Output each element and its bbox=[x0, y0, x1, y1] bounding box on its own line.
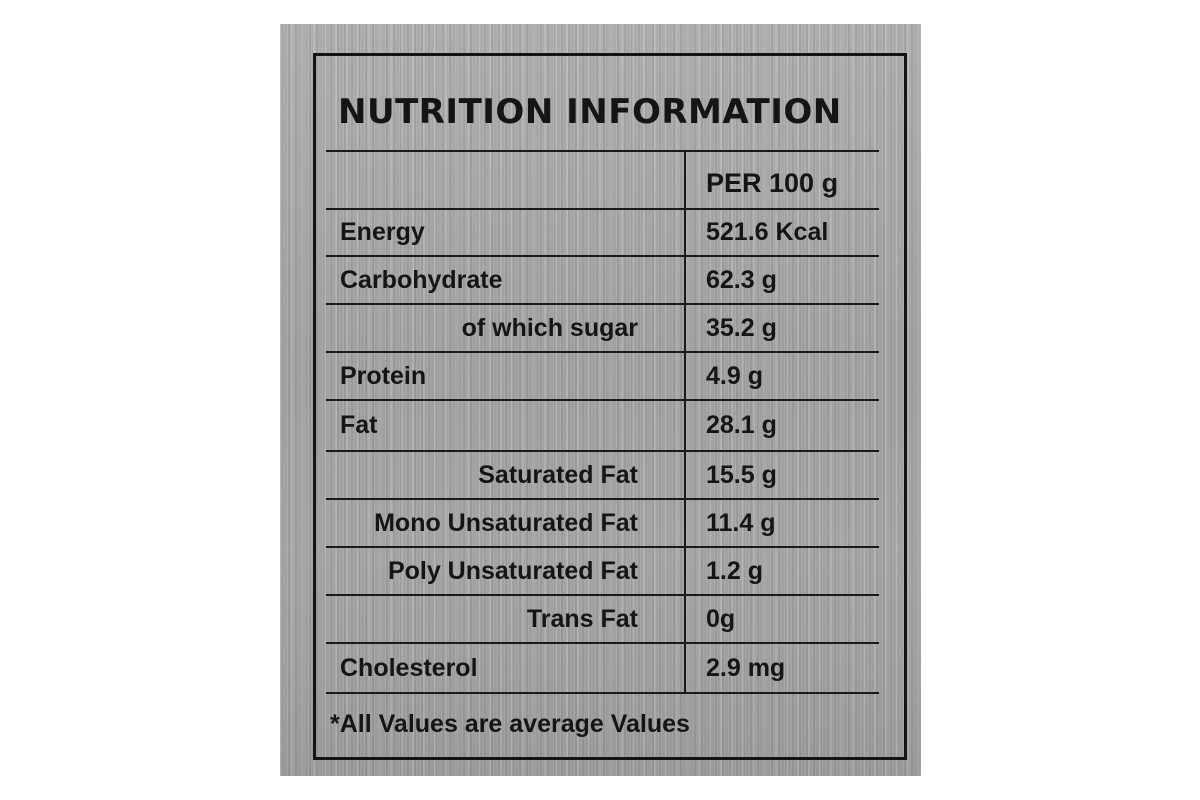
nutrient-value: 2.9 mg bbox=[706, 653, 786, 682]
nutrient-value: 0g bbox=[706, 604, 736, 633]
nutrition-table: PER 100 g Energy 521.6 Kcal Carbohydrate… bbox=[326, 150, 879, 694]
nutrient-value: 521.6 Kcal bbox=[706, 218, 829, 246]
nutrient-name: Protein bbox=[340, 361, 427, 390]
nutrient-name: Mono Unsaturated Fat bbox=[374, 508, 638, 537]
table-row: Protein 4.9 g bbox=[326, 353, 879, 401]
table-row: Cholesterol 2.9 mg bbox=[326, 644, 879, 692]
nutrient-name: Saturated Fat bbox=[478, 460, 638, 489]
per-100g-header: PER 100 g bbox=[706, 168, 839, 198]
table-row: Fat 28.1 g bbox=[326, 401, 879, 452]
nutrient-value: 1.2 g bbox=[706, 556, 763, 585]
nutrient-value: 15.5 g bbox=[706, 460, 777, 489]
table-row: Carbohydrate 62.3 g bbox=[326, 257, 879, 305]
nutrient-name: of which sugar bbox=[461, 313, 638, 342]
table-row: Poly Unsaturated Fat 1.2 g bbox=[326, 548, 879, 596]
nutrient-name: Trans Fat bbox=[526, 604, 638, 633]
table-row: Energy 521.6 Kcal bbox=[326, 210, 879, 257]
nutrient-name: Energy bbox=[340, 218, 425, 246]
nutrient-value: 11.4 g bbox=[706, 508, 776, 537]
table-header-row: PER 100 g bbox=[326, 152, 879, 210]
table-row: of which sugar 35.2 g bbox=[326, 305, 879, 353]
nutrient-value: 62.3 g bbox=[706, 265, 777, 294]
nutrient-name: Poly Unsaturated Fat bbox=[387, 556, 638, 585]
table-row: Mono Unsaturated Fat 11.4 g bbox=[326, 500, 879, 548]
nutrient-name: Fat bbox=[340, 411, 378, 439]
table-row: Saturated Fat 15.5 g bbox=[326, 452, 879, 500]
nutrient-value: 4.9 g bbox=[706, 361, 763, 390]
label-title: NUTRITION INFORMATION bbox=[338, 92, 842, 132]
nutrient-value: 35.2 g bbox=[706, 313, 777, 342]
nutrient-value: 28.1 g bbox=[706, 411, 777, 439]
average-values-footnote: *All Values are average Values bbox=[330, 710, 690, 738]
label-border-frame bbox=[313, 53, 907, 760]
nutrient-name: Cholesterol bbox=[340, 653, 478, 682]
nutrient-name: Carbohydrate bbox=[340, 265, 503, 294]
table-row: Trans Fat 0g bbox=[326, 596, 879, 644]
column-divider bbox=[684, 152, 686, 692]
